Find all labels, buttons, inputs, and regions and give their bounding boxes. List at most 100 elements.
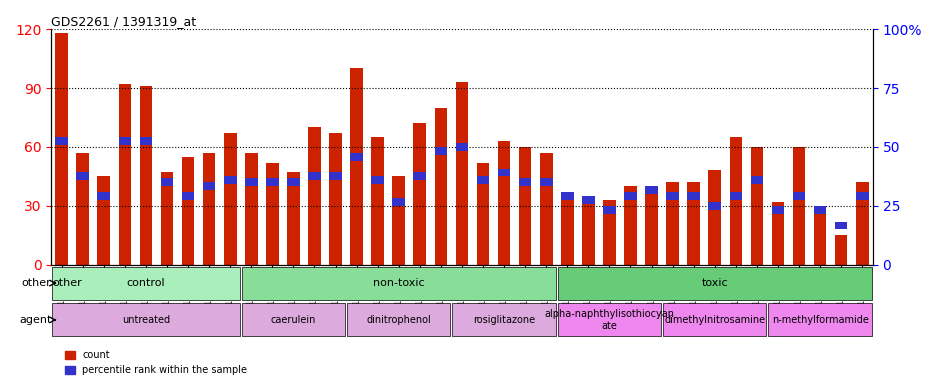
- Bar: [519, 147, 531, 265]
- Bar: [476, 163, 489, 265]
- Bar: [308, 127, 320, 265]
- Text: GDS2261 / 1391319_at: GDS2261 / 1391319_at: [51, 15, 196, 28]
- FancyBboxPatch shape: [768, 303, 870, 336]
- Bar: [350, 153, 362, 161]
- Bar: [224, 176, 236, 184]
- Bar: [834, 222, 846, 229]
- Bar: [202, 153, 215, 265]
- Bar: [813, 206, 826, 214]
- Bar: [750, 147, 763, 265]
- Bar: [603, 206, 615, 214]
- FancyBboxPatch shape: [557, 266, 870, 300]
- Bar: [455, 143, 468, 151]
- Bar: [286, 172, 300, 265]
- Bar: [329, 133, 342, 265]
- Bar: [97, 176, 110, 265]
- FancyBboxPatch shape: [241, 303, 344, 336]
- Bar: [266, 163, 278, 265]
- Bar: [603, 200, 615, 265]
- Bar: [244, 178, 257, 186]
- Bar: [118, 137, 131, 145]
- Bar: [266, 178, 278, 186]
- Bar: [224, 133, 236, 265]
- Text: other: other: [52, 278, 81, 288]
- Bar: [771, 206, 783, 214]
- Bar: [792, 192, 805, 200]
- Bar: [350, 68, 362, 265]
- Bar: [623, 186, 636, 265]
- Bar: [792, 147, 805, 265]
- Text: alpha-naphthylisothiocyan
ate: alpha-naphthylisothiocyan ate: [544, 309, 674, 331]
- Text: dinitrophenol: dinitrophenol: [366, 315, 431, 325]
- Bar: [519, 178, 531, 186]
- FancyBboxPatch shape: [452, 303, 555, 336]
- Bar: [160, 172, 173, 265]
- Text: rosiglitazone: rosiglitazone: [473, 315, 534, 325]
- Text: agent: agent: [19, 315, 51, 325]
- Bar: [581, 196, 594, 265]
- Bar: [687, 192, 699, 200]
- Bar: [434, 108, 446, 265]
- Bar: [708, 170, 721, 265]
- Text: non-toxic: non-toxic: [373, 278, 424, 288]
- Bar: [55, 33, 68, 265]
- Bar: [97, 192, 110, 200]
- Bar: [413, 172, 426, 180]
- Bar: [729, 137, 741, 265]
- Bar: [77, 172, 89, 180]
- Bar: [665, 182, 679, 265]
- FancyBboxPatch shape: [241, 266, 555, 300]
- Bar: [139, 86, 152, 265]
- Bar: [561, 192, 573, 200]
- Bar: [286, 178, 300, 186]
- Bar: [476, 176, 489, 184]
- Bar: [392, 176, 404, 265]
- Bar: [55, 137, 68, 145]
- Legend: count, percentile rank within the sample: count, percentile rank within the sample: [61, 346, 251, 379]
- Bar: [750, 176, 763, 184]
- Text: other: other: [22, 278, 51, 288]
- Bar: [834, 235, 846, 265]
- Bar: [561, 196, 573, 265]
- Bar: [308, 172, 320, 180]
- Bar: [687, 182, 699, 265]
- Bar: [813, 206, 826, 265]
- Text: dimethylnitrosamine: dimethylnitrosamine: [664, 315, 765, 325]
- Bar: [139, 137, 152, 145]
- Bar: [413, 123, 426, 265]
- Bar: [497, 141, 510, 265]
- FancyBboxPatch shape: [557, 303, 660, 336]
- Bar: [539, 153, 552, 265]
- FancyBboxPatch shape: [52, 303, 240, 336]
- Bar: [855, 192, 868, 200]
- Bar: [392, 198, 404, 206]
- Bar: [182, 192, 194, 200]
- Bar: [202, 182, 215, 190]
- Bar: [118, 84, 131, 265]
- Bar: [855, 182, 868, 265]
- Bar: [371, 137, 384, 265]
- Text: untreated: untreated: [122, 315, 169, 325]
- Bar: [665, 192, 679, 200]
- FancyBboxPatch shape: [346, 303, 450, 336]
- Bar: [708, 202, 721, 210]
- Bar: [497, 169, 510, 176]
- Bar: [581, 196, 594, 204]
- Bar: [455, 82, 468, 265]
- Text: caerulein: caerulein: [271, 315, 315, 325]
- FancyBboxPatch shape: [52, 266, 240, 300]
- Bar: [77, 153, 89, 265]
- Bar: [623, 192, 636, 200]
- Bar: [645, 186, 657, 194]
- FancyBboxPatch shape: [663, 303, 766, 336]
- Text: n-methylformamide: n-methylformamide: [771, 315, 868, 325]
- Bar: [434, 147, 446, 155]
- Bar: [645, 186, 657, 265]
- Bar: [539, 178, 552, 186]
- Bar: [371, 176, 384, 184]
- Text: control: control: [126, 278, 165, 288]
- Bar: [244, 153, 257, 265]
- Bar: [182, 157, 194, 265]
- Bar: [771, 202, 783, 265]
- Text: toxic: toxic: [701, 278, 727, 288]
